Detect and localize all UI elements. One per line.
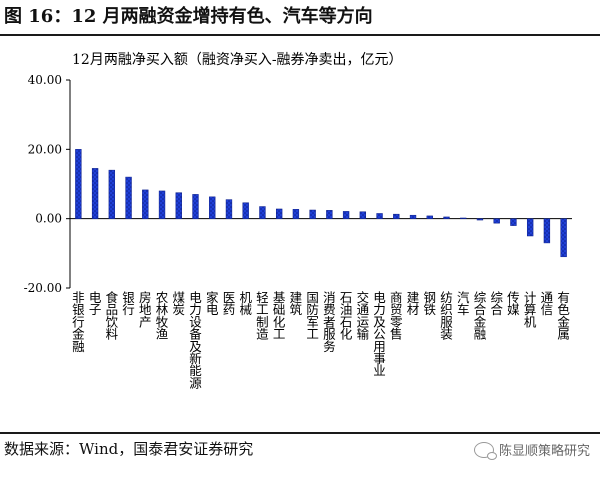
bar-综合金融 bbox=[476, 218, 484, 221]
x-tick-label: 煤炭 bbox=[173, 290, 186, 317]
x-tick-label: 基础化工 bbox=[273, 290, 286, 342]
y-tick-label: -20.00 bbox=[24, 281, 62, 295]
bar-轻工制造 bbox=[259, 206, 266, 219]
x-tick-label: 医药 bbox=[223, 290, 236, 317]
bar-电力设备及新能源 bbox=[192, 194, 199, 219]
x-tick-label: 国防军工 bbox=[306, 290, 319, 342]
bar-电力及公用事业 bbox=[376, 213, 383, 219]
x-tick-label: 纺织服装 bbox=[440, 290, 453, 342]
watermark-label: 陈显顺策略研究 bbox=[498, 444, 590, 459]
x-tick-label: 综合金融 bbox=[474, 290, 487, 342]
bottom-rule bbox=[0, 432, 600, 434]
x-tick-label: 食品饮料 bbox=[106, 290, 119, 342]
bar-煤炭 bbox=[175, 192, 182, 219]
x-tick-label: 家电 bbox=[206, 290, 219, 317]
x-tick-label: 银行 bbox=[122, 290, 135, 317]
top-rule bbox=[0, 34, 600, 36]
x-tick-label: 非银行金融 bbox=[72, 290, 85, 354]
x-tick-label: 轻工制造 bbox=[256, 290, 269, 342]
bar-农林牧渔 bbox=[158, 190, 166, 219]
bar-非银行金融 bbox=[75, 149, 82, 219]
bar-计算机 bbox=[526, 218, 534, 237]
bar-建筑 bbox=[292, 209, 300, 219]
bar-建材 bbox=[409, 214, 417, 219]
y-tick-label: 40.00 bbox=[28, 73, 62, 87]
bar-食品饮料 bbox=[108, 169, 116, 219]
x-tick-label: 商贸零售 bbox=[390, 290, 403, 342]
bar-chart-svg: 12月两融净买入额（融资净买入-融券净卖出，亿元） 40.00 20.00 0.00… bbox=[24, 52, 572, 390]
bar-家电 bbox=[209, 196, 216, 219]
x-tick-label: 有色金属 bbox=[557, 290, 570, 342]
x-tick-label: 钢铁 bbox=[424, 290, 437, 317]
bar-有色金属 bbox=[560, 218, 567, 258]
bar-钢铁 bbox=[426, 215, 433, 219]
x-tick-label: 电力及公用事业 bbox=[373, 290, 386, 378]
x-tick-label: 房地产 bbox=[139, 290, 152, 329]
bar-综合 bbox=[493, 218, 500, 224]
y-tick-label: 20.00 bbox=[28, 142, 62, 156]
chart-title: 12月两融净买入额（融资净买入-融券净卖出，亿元） bbox=[72, 52, 403, 68]
x-tick-label: 建筑 bbox=[290, 290, 303, 317]
bar-传媒 bbox=[510, 218, 517, 226]
bar-银行 bbox=[125, 176, 132, 219]
bar-电子 bbox=[91, 168, 99, 219]
x-tick-label: 消费者服务 bbox=[323, 290, 336, 354]
bar-消费者服务 bbox=[326, 210, 333, 219]
bar-通信 bbox=[543, 218, 551, 244]
bar-汽车 bbox=[460, 217, 467, 219]
bar-基础化工 bbox=[275, 208, 283, 219]
x-tick-label: 建材 bbox=[407, 290, 420, 317]
x-tick-label: 石油石化 bbox=[340, 290, 353, 342]
wechat-icon bbox=[473, 441, 497, 460]
bar-国防军工 bbox=[309, 209, 316, 219]
x-tick-label: 农林牧渔 bbox=[156, 290, 169, 342]
source-note: 数据来源：Wind，国泰君安证券研究 bbox=[4, 440, 254, 458]
bar-医药 bbox=[225, 199, 233, 219]
x-tick-label: 汽车 bbox=[457, 290, 470, 317]
wechat-watermark: 陈显顺策略研究 bbox=[473, 440, 590, 460]
x-tick-label: 交通运输 bbox=[357, 290, 370, 342]
x-tick-label: 电子 bbox=[89, 290, 102, 317]
x-tick-label: 计算机 bbox=[524, 290, 537, 329]
bar-交通运输 bbox=[359, 211, 367, 219]
x-tick-label: 综合 bbox=[490, 290, 503, 317]
bar-纺织服装 bbox=[443, 216, 450, 219]
y-tick-label: 0.00 bbox=[35, 212, 62, 226]
bar-房地产 bbox=[142, 189, 149, 219]
figure-title: 图 16：12 月两融资金增持有色、汽车等方向 bbox=[4, 6, 373, 27]
x-tick-label: 传媒 bbox=[507, 290, 520, 317]
x-tick-label: 机械 bbox=[239, 290, 252, 317]
bar-商贸零售 bbox=[393, 213, 400, 219]
chart: 12月两融净买入额（融资净买入-融券净卖出，亿元） 40.00 20.00 0.00… bbox=[0, 36, 600, 432]
bar-石油石化 bbox=[342, 211, 350, 219]
x-tick-label: 通信 bbox=[541, 290, 554, 317]
x-tick-label: 电力设备及新能源 bbox=[189, 290, 202, 390]
bar-机械 bbox=[242, 202, 249, 219]
